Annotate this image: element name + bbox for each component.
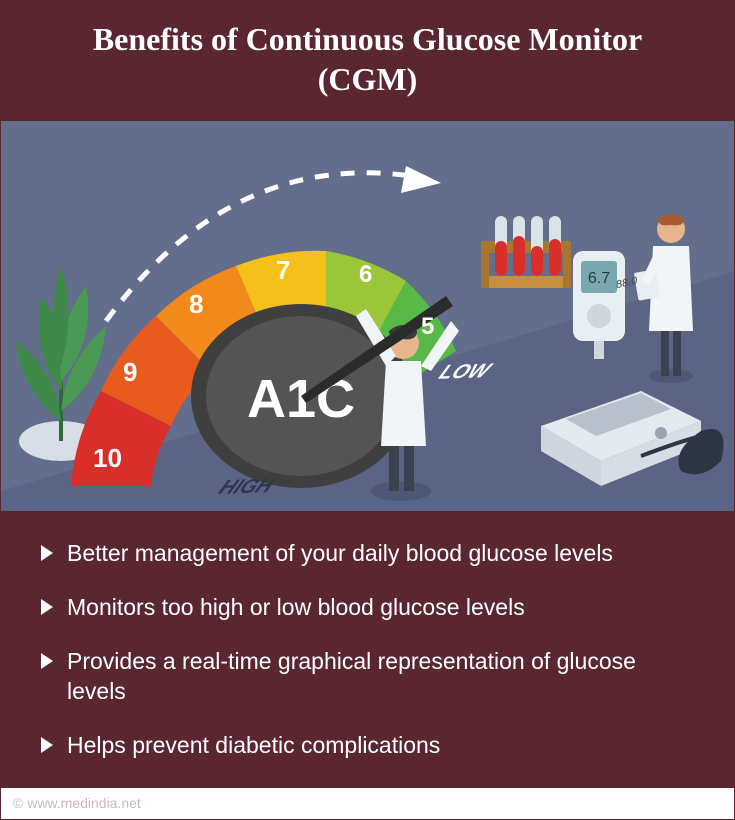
copyright-text: © www.medindia.net <box>13 795 141 811</box>
infographic-container: Benefits of Continuous Glucose Monitor (… <box>0 0 735 820</box>
meter-reading: 6.7 <box>588 270 610 287</box>
bullet-icon <box>41 599 55 615</box>
bullet-icon <box>41 653 55 669</box>
test-tube-rack-icon <box>481 216 571 288</box>
bullet-icon <box>41 737 55 753</box>
gauge-tick-5: 5 <box>421 313 434 341</box>
illustration-panel: A1C <box>1 121 734 511</box>
benefit-item: Better management of your daily blood gl… <box>41 539 694 569</box>
benefit-item: Helps prevent diabetic complications <box>41 731 694 761</box>
gauge-tick-8: 8 <box>189 289 203 320</box>
benefit-text: Better management of your daily blood gl… <box>67 539 694 569</box>
benefit-text: Monitors too high or low blood glucose l… <box>67 593 694 623</box>
benefit-text: Helps prevent diabetic complications <box>67 731 694 761</box>
bullet-icon <box>41 545 55 561</box>
benefit-item: Provides a real-time graphical represent… <box>41 647 694 707</box>
header-title: Benefits of Continuous Glucose Monitor (… <box>1 1 734 121</box>
gauge-tick-10: 10 <box>93 443 122 474</box>
benefit-text: Provides a real-time graphical represent… <box>67 647 694 707</box>
gauge-tick-9: 9 <box>123 357 137 388</box>
benefits-list: Better management of your daily blood gl… <box>1 511 734 788</box>
gauge-tick-7: 7 <box>276 255 290 286</box>
gauge-tick-6: 6 <box>359 261 372 289</box>
benefit-item: Monitors too high or low blood glucose l… <box>41 593 694 623</box>
